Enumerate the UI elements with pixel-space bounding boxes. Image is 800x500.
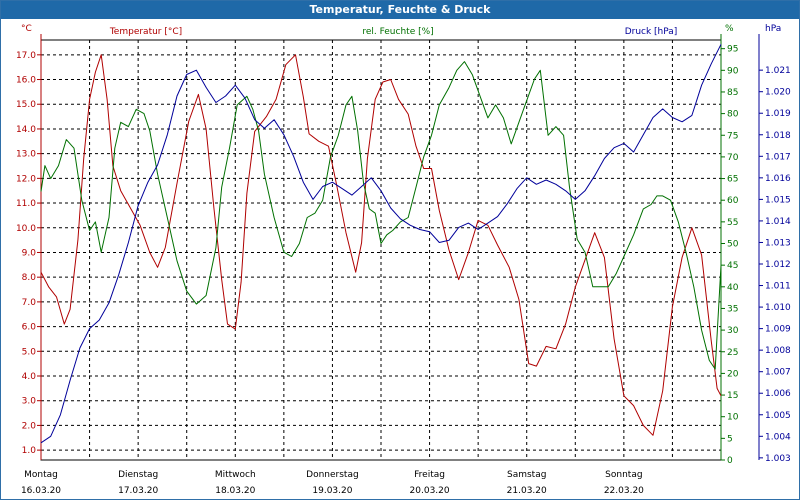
- pressure-unit: hPa: [765, 24, 781, 34]
- humidity-tick-label: 55: [727, 218, 738, 228]
- humidity-tick-label: 80: [727, 110, 739, 120]
- pressure-tick-label: 1.008: [765, 346, 791, 356]
- x-tick-date-label: 20.03.20: [410, 486, 450, 496]
- humidity-tick-label: 35: [727, 304, 738, 314]
- temperature-tick-label: 17.0: [16, 51, 36, 61]
- humidity-tick-label: 10: [727, 413, 739, 423]
- x-tick-date-label: 18.03.20: [215, 486, 255, 496]
- humidity-tick-label: 5: [727, 434, 733, 444]
- temperature-tick-label: 14.0: [16, 125, 36, 135]
- chart-svg: 1.0 2.0 3.0 4.0 5.0 6.0 7.0 8.0 9.0 10.0 11.0 12.0 1…: [16, 24, 791, 496]
- temperature-tick-label: 7.0: [22, 298, 37, 308]
- pressure-tick-label: 1.007: [765, 368, 791, 378]
- pressure-tick-label: 1.012: [765, 260, 791, 270]
- humidity-unit: %: [725, 24, 734, 34]
- humidity-tick-label: 65: [727, 175, 738, 185]
- temperature-tick-label: 9.0: [22, 248, 37, 258]
- x-tick-date-label: 16.03.20: [21, 486, 61, 496]
- pressure-tick-label: 1.009: [765, 325, 791, 335]
- pressure-tick-label: 1.015: [765, 195, 791, 205]
- humidity-tick-label: 75: [727, 131, 738, 141]
- pressure-series-line: [40, 44, 722, 444]
- x-tick-day-label: Sonntag: [605, 470, 642, 480]
- pressure-tick-label: 1.005: [765, 411, 791, 421]
- humidity-tick-label: 30: [727, 326, 739, 336]
- pressure-tick-label: 1.018: [765, 131, 791, 141]
- humidity-tick-label: 60: [727, 196, 739, 206]
- humidity-tick-label: 95: [727, 45, 738, 55]
- humidity-tick-label: 40: [727, 283, 739, 293]
- x-tick-date-label: 21.03.20: [507, 486, 547, 496]
- pressure-tick-label: 1.011: [765, 282, 791, 292]
- pressure-tick-label: 1.019: [765, 109, 791, 119]
- temperature-series-line: [40, 54, 722, 436]
- x-tick-date-label: 19.03.20: [312, 486, 352, 496]
- chart-title: Temperatur, Feuchte & Druck: [1, 1, 799, 19]
- humidity-tick-label: 15: [727, 391, 738, 401]
- humidity-tick-label: 45: [727, 261, 738, 271]
- temperature-tick-label: 16.0: [16, 76, 36, 86]
- x-tick-date-label: 22.03.20: [604, 486, 644, 496]
- pressure-tick-label: 1.010: [765, 303, 791, 313]
- temperature-tick-label: 15.0: [16, 100, 36, 110]
- pressure-tick-label: 1.014: [765, 217, 791, 227]
- humidity-tick-label: 85: [727, 88, 738, 98]
- humidity-tick-label: 50: [727, 240, 739, 250]
- pressure-tick-label: 1.021: [765, 66, 791, 76]
- humidity-series-label: rel. Feuchte [%]: [362, 27, 433, 37]
- humidity-series-line: [40, 61, 722, 370]
- pressure-tick-label: 1.006: [765, 389, 791, 399]
- temperature-series-label: Temperatur [°C]: [109, 27, 182, 37]
- x-tick-day-label: Samstag: [507, 470, 546, 480]
- humidity-tick-label: 0: [727, 456, 733, 466]
- temperature-tick-label: 4.0: [22, 372, 37, 382]
- temperature-tick-label: 5.0: [22, 347, 37, 357]
- humidity-tick-label: 20: [727, 369, 739, 379]
- temperature-tick-label: 1.0: [22, 446, 37, 456]
- pressure-tick-label: 1.003: [765, 454, 791, 464]
- pressure-tick-label: 1.004: [765, 432, 791, 442]
- pressure-tick-label: 1.020: [765, 88, 791, 98]
- temperature-tick-label: 3.0: [22, 397, 37, 407]
- temperature-tick-label: 6.0: [22, 323, 37, 333]
- pressure-tick-label: 1.013: [765, 238, 791, 248]
- x-tick-date-label: 17.03.20: [118, 486, 158, 496]
- temperature-unit: °C: [21, 24, 32, 34]
- x-tick-day-label: Freitag: [414, 470, 445, 480]
- temperature-tick-label: 13.0: [16, 150, 36, 160]
- pressure-tick-label: 1.016: [765, 174, 791, 184]
- x-tick-day-label: Donnerstag: [306, 470, 359, 480]
- pressure-tick-label: 1.017: [765, 152, 791, 162]
- humidity-tick-label: 25: [727, 348, 738, 358]
- temperature-tick-label: 12.0: [16, 174, 36, 184]
- temperature-tick-label: 10.0: [16, 224, 36, 234]
- temperature-tick-label: 8.0: [22, 273, 37, 283]
- pressure-series-label: Druck [hPa]: [625, 27, 678, 37]
- temperature-tick-label: 11.0: [16, 199, 36, 209]
- temperature-tick-label: 2.0: [22, 421, 37, 431]
- x-tick-day-label: Mittwoch: [215, 470, 256, 480]
- humidity-tick-label: 90: [727, 66, 739, 76]
- x-tick-day-label: Dienstag: [118, 470, 158, 480]
- humidity-tick-label: 70: [727, 153, 739, 163]
- x-tick-day-label: Montag: [24, 470, 58, 480]
